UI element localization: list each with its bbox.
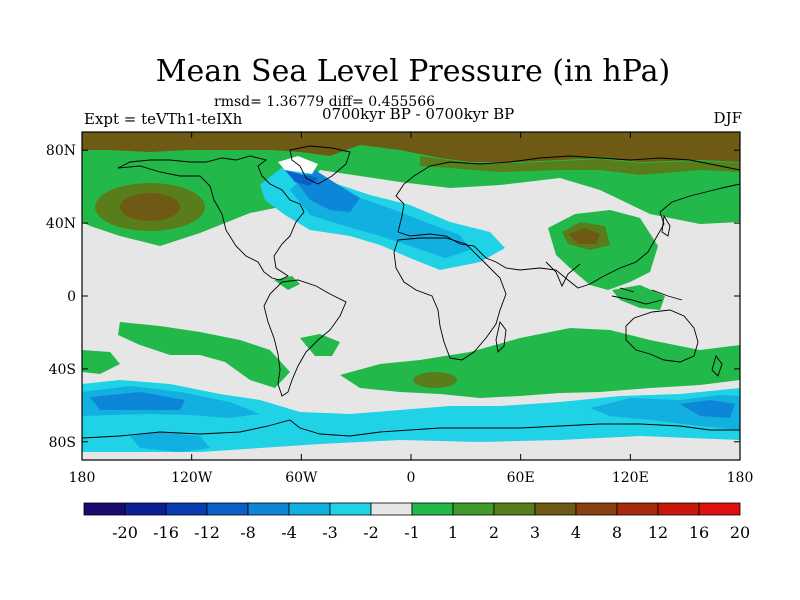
- colorbar-box: [452, 502, 495, 516]
- colorbar-box: [206, 502, 249, 516]
- colorbar: -20 -16 -12 -8 -4 -3 -2 -1 1 2 3 4 8 12 16 20: [83, 502, 750, 542]
- africa-coast: [393, 237, 507, 361]
- ytick-label: 80N: [46, 143, 76, 159]
- antarctic-white-band: [82, 436, 740, 460]
- colorbar-label: 12: [648, 523, 668, 542]
- xtick-label: 180: [727, 470, 754, 486]
- south-pacific-green: [118, 322, 290, 388]
- japan-coast: [661, 214, 671, 237]
- ross-sea-lightblue: [130, 432, 210, 452]
- colorbar-label: 4: [571, 523, 581, 542]
- asia-brown-patch: [568, 228, 600, 244]
- colorbar-label: -16: [153, 523, 179, 542]
- europe-asia-coast: [395, 155, 740, 289]
- xtick-label: 0: [407, 470, 416, 486]
- colorbar-label: -12: [194, 523, 220, 542]
- colorbar-box: [657, 502, 700, 516]
- rmsd-diff-stats: rmsd= 1.36779 diff= 0.455566: [214, 94, 436, 110]
- colorbar-label: 20: [730, 523, 750, 542]
- colorbar-box: [534, 502, 577, 516]
- north-america-coast: [117, 155, 305, 281]
- southern-ocean-green-west: [82, 350, 120, 374]
- north-pacific-brown: [120, 193, 180, 221]
- colorbar-box: [288, 502, 331, 516]
- colorbar-label: -2: [363, 523, 379, 542]
- colorbar-label: -20: [112, 523, 138, 542]
- antarctica-coast: [82, 419, 740, 439]
- colorbar-label: -8: [240, 523, 256, 542]
- colorbar-label: -1: [404, 523, 420, 542]
- south-america-coast: [263, 279, 347, 397]
- colorbar-label: 3: [530, 523, 540, 542]
- ytick-label: 40N: [46, 216, 76, 232]
- coastlines: [82, 145, 740, 439]
- colorbar-box: [83, 502, 126, 516]
- colorbar-box: [698, 502, 741, 516]
- south-atlantic-green: [300, 334, 340, 356]
- xtick-label: 60E: [507, 470, 535, 486]
- xtick-label: 180: [69, 470, 96, 486]
- colorbar-box: [124, 502, 167, 516]
- colorbar-label: 1: [448, 523, 458, 542]
- colorbar-box: [165, 502, 208, 516]
- experiment-label: Expt = teVTh1-teIXh: [84, 110, 243, 128]
- maritime-continent-green: [612, 285, 665, 310]
- southern-ocean-blue-east: [680, 400, 735, 418]
- colorbar-label: 2: [489, 523, 499, 542]
- colorbar-box: [493, 502, 536, 516]
- colorbar-box: [329, 502, 372, 516]
- colorbar-box: [411, 502, 454, 516]
- xtick-label: 60W: [285, 470, 318, 486]
- colorbar-label: -3: [322, 523, 338, 542]
- southern-indian-olive: [413, 372, 457, 388]
- colorbar-label: 8: [612, 523, 622, 542]
- greenland-coast: [289, 145, 351, 185]
- arctic-brown-patch: [82, 132, 740, 162]
- southern-ocean-blue-west: [90, 392, 185, 410]
- colorbar-box: [616, 502, 659, 516]
- colorbar-box: [247, 502, 290, 516]
- madagascar-coast: [495, 320, 507, 353]
- pressure-difference-field: [82, 132, 740, 460]
- colorbar-label: -4: [281, 523, 297, 542]
- india-coast: [545, 261, 581, 288]
- ytick-label: 0: [67, 289, 76, 305]
- colorbar-box: [370, 502, 413, 516]
- xtick-label: 120E: [612, 470, 649, 486]
- season-label: DJF: [713, 109, 742, 127]
- colorbar-box: [575, 502, 618, 516]
- ytick-label: 80S: [49, 435, 76, 451]
- labrador-darkblue: [285, 170, 318, 186]
- maritime-continent-coast: [611, 287, 683, 305]
- colorbar-label: 16: [689, 523, 709, 542]
- arctic-olive-patch: [420, 156, 740, 175]
- axis-ticks: 80N 40N 0 40S 80S 180 120W 60W 0 60E 120E 180: [46, 132, 753, 486]
- new-zealand-coast: [711, 355, 723, 377]
- australia-coast: [625, 309, 699, 363]
- xtick-label: 120W: [171, 470, 213, 486]
- period-label: 0700kyr BP - 0700kyr BP: [322, 105, 515, 123]
- ytick-label: 40S: [49, 362, 76, 378]
- map-title: Mean Sea Level Pressure (in hPa): [155, 54, 671, 89]
